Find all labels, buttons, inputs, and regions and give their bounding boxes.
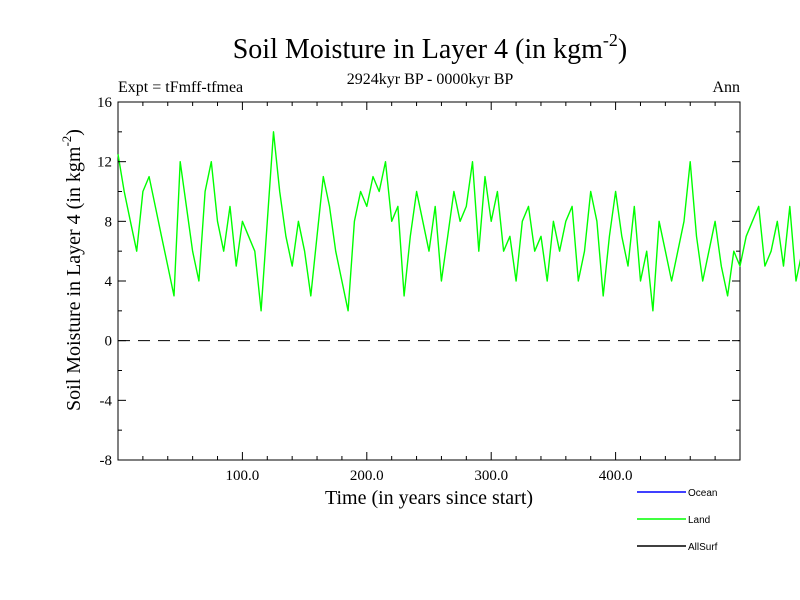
chart-title: Soil Moisture in Layer 4 (in kgm-2) <box>233 30 628 65</box>
axis-ticks: -8 -4 0 4 8 12 16 100.0 200.0 300.0 400.0 <box>97 95 740 484</box>
legend-label-allsurf: AllSurf <box>688 542 718 553</box>
legend-label-land: Land <box>688 515 710 526</box>
legend: Ocean Land AllSurf <box>637 488 718 553</box>
series-line-land <box>117 131 800 312</box>
legend-label-ocean: Ocean <box>688 488 717 499</box>
x-axis-label: Time (in years since start) <box>325 487 533 509</box>
subtitle-period: 2924kyr BP - 0000kyr BP <box>347 71 514 88</box>
y-tick-label: 4 <box>105 274 113 290</box>
x-tick-label: 200.0 <box>350 468 384 484</box>
plot-frame <box>117 101 741 461</box>
y-tick-label: -4 <box>100 393 113 409</box>
x-tick-label: 100.0 <box>226 468 260 484</box>
y-tick-label: 12 <box>97 155 112 171</box>
y-tick-label: 8 <box>105 214 113 230</box>
subtitle-season: Ann <box>712 79 740 96</box>
y-tick-label: -8 <box>100 453 113 469</box>
subtitle-experiment: Expt = tFmff-tfmea <box>118 79 243 96</box>
y-tick-label: 0 <box>105 334 113 350</box>
x-tick-label: 400.0 <box>599 468 633 484</box>
y-axis-label: Soil Moisture in Layer 4 (in kgm-2) <box>59 129 85 411</box>
y-tick-label: 16 <box>97 95 113 111</box>
x-tick-label: 300.0 <box>474 468 508 484</box>
